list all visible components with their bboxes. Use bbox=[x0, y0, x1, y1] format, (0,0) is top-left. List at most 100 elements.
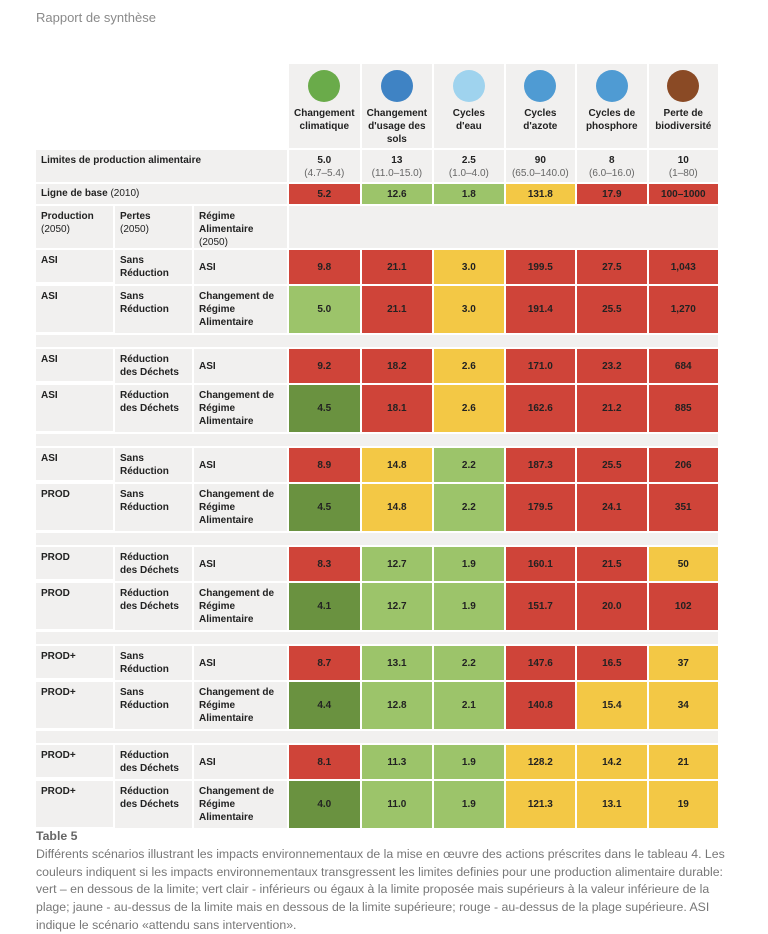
value-cell: 11.0 bbox=[361, 781, 433, 828]
value-cell: 187.3 bbox=[505, 448, 576, 482]
subheader-sub: (2050) bbox=[120, 224, 149, 235]
value-cell: 14.8 bbox=[361, 448, 433, 482]
limit-cell: 90 (65.0–140.0) bbox=[505, 150, 576, 182]
pertes-cell: Réduction des Déchets bbox=[115, 745, 192, 779]
value-cell: 199.5 bbox=[505, 250, 576, 284]
pertes-cell: Réduction des Déchets bbox=[115, 349, 192, 383]
value-cell: 8.7 bbox=[289, 646, 360, 680]
value-cell: 2.1 bbox=[434, 682, 504, 729]
limits-label: Limites de production alimentaire bbox=[36, 150, 287, 182]
caption-title: Table 5 bbox=[36, 829, 78, 843]
value-cell: 2.2 bbox=[434, 646, 504, 680]
production-cell: PROD+ bbox=[36, 646, 113, 678]
limit-value: 5.0 bbox=[317, 155, 332, 166]
regime-cell: Changement de Régime Alimentaire bbox=[194, 286, 287, 333]
value-cell: 684 bbox=[648, 349, 718, 383]
value-cell: 140.8 bbox=[505, 682, 576, 729]
globe-icon bbox=[308, 70, 341, 102]
water-drops-icon bbox=[452, 70, 485, 102]
value-cell: 24.1 bbox=[577, 484, 647, 531]
value-cell: 18.2 bbox=[361, 349, 433, 383]
value-cell: 21.2 bbox=[577, 385, 647, 432]
regime-cell: ASI bbox=[194, 448, 287, 482]
value-cell: 19 bbox=[648, 781, 718, 828]
baseline-value: 1.8 bbox=[434, 184, 504, 204]
production-cell: ASI bbox=[36, 286, 113, 332]
regime-cell: ASI bbox=[194, 349, 287, 383]
limit-range: (4.7–5.4) bbox=[304, 168, 345, 179]
production-cell: PROD bbox=[36, 583, 113, 629]
baseline-title: Ligne de base bbox=[41, 188, 108, 199]
regime-cell: ASI bbox=[194, 646, 287, 680]
value-cell: 128.2 bbox=[505, 745, 576, 779]
value-cell: 18.1 bbox=[361, 385, 433, 432]
column-label: Cycles d'azote bbox=[523, 108, 558, 132]
value-cell: 16.5 bbox=[577, 646, 647, 680]
limit-range: (1–80) bbox=[668, 168, 698, 179]
regime-cell: Changement de Régime Alimentaire bbox=[194, 583, 287, 630]
value-cell: 885 bbox=[648, 385, 718, 432]
value-cell: 21.5 bbox=[577, 547, 647, 581]
column-header: Cycles de phosphore bbox=[577, 64, 647, 148]
value-cell: 4.1 bbox=[289, 583, 360, 630]
value-cell: 14.8 bbox=[361, 484, 433, 531]
column-label: Cycles d'eau bbox=[452, 108, 485, 132]
subheader-sub: (2050) bbox=[199, 237, 228, 248]
value-cell: 1.9 bbox=[434, 547, 504, 581]
regime-cell: ASI bbox=[194, 250, 287, 284]
subheader-blank bbox=[289, 206, 718, 248]
limit-range: (1.0–4.0) bbox=[448, 168, 489, 179]
production-cell: ASI bbox=[36, 385, 113, 431]
value-cell: 12.7 bbox=[361, 547, 433, 581]
limit-cell: 5.0 (4.7–5.4) bbox=[289, 150, 360, 182]
column-header: Perte de biodiversité bbox=[648, 64, 718, 148]
value-cell: 2.2 bbox=[434, 484, 504, 531]
value-cell: 3.0 bbox=[434, 286, 504, 333]
limit-value: 2.5 bbox=[461, 155, 476, 166]
regime-cell: Changement de Régime Alimentaire bbox=[194, 385, 287, 432]
group-spacer bbox=[36, 335, 718, 347]
value-cell: 171.0 bbox=[505, 349, 576, 383]
group-spacer bbox=[36, 434, 718, 446]
subheader: Pertes (2050) bbox=[115, 206, 192, 248]
subheader: Régime Alimentaire (2050) bbox=[194, 206, 287, 248]
value-cell: 34 bbox=[648, 682, 718, 729]
limit-value: 8 bbox=[609, 155, 615, 166]
baseline-value: 12.6 bbox=[361, 184, 433, 204]
scenario-table: Changement climatique Changement d'usage… bbox=[36, 64, 718, 828]
table-caption: Table 5 Différents scénarios illustrant … bbox=[36, 828, 726, 934]
pertes-cell: Réduction des Déchets bbox=[115, 385, 192, 432]
limit-value: 10 bbox=[677, 155, 689, 166]
limit-cell: 10 (1–80) bbox=[648, 150, 718, 182]
limit-range: (11.0–15.0) bbox=[371, 168, 423, 179]
orangutan-icon bbox=[667, 70, 700, 102]
limit-range: (6.0–16.0) bbox=[589, 168, 635, 179]
running-header: Rapport de synthèse bbox=[36, 10, 156, 25]
value-cell: 1.9 bbox=[434, 745, 504, 779]
value-cell: 1,043 bbox=[648, 250, 718, 284]
caption-text: Différents scénarios illustrant les impa… bbox=[36, 846, 725, 933]
production-cell: PROD+ bbox=[36, 781, 113, 827]
column-label: Changement d'usage des sols bbox=[366, 108, 428, 145]
pertes-cell: Sans Réduction bbox=[115, 484, 192, 531]
value-cell: 179.5 bbox=[505, 484, 576, 531]
group-spacer bbox=[36, 731, 718, 743]
value-cell: 102 bbox=[648, 583, 718, 630]
column-label: Changement climatique bbox=[294, 108, 355, 132]
value-cell: 4.4 bbox=[289, 682, 360, 729]
pertes-cell: Sans Réduction bbox=[115, 250, 192, 284]
production-cell: PROD+ bbox=[36, 682, 113, 728]
value-cell: 14.2 bbox=[577, 745, 647, 779]
value-cell: 160.1 bbox=[505, 547, 576, 581]
tractor-icon bbox=[595, 70, 628, 102]
value-cell: 8.1 bbox=[289, 745, 360, 779]
value-cell: 8.9 bbox=[289, 448, 360, 482]
value-cell: 162.6 bbox=[505, 385, 576, 432]
limit-range: (65.0–140.0) bbox=[511, 168, 569, 179]
value-cell: 25.5 bbox=[577, 286, 647, 333]
value-cell: 2.2 bbox=[434, 448, 504, 482]
regime-cell: ASI bbox=[194, 745, 287, 779]
value-cell: 13.1 bbox=[577, 781, 647, 828]
pertes-cell: Réduction des Déchets bbox=[115, 547, 192, 581]
production-cell: ASI bbox=[36, 250, 113, 282]
